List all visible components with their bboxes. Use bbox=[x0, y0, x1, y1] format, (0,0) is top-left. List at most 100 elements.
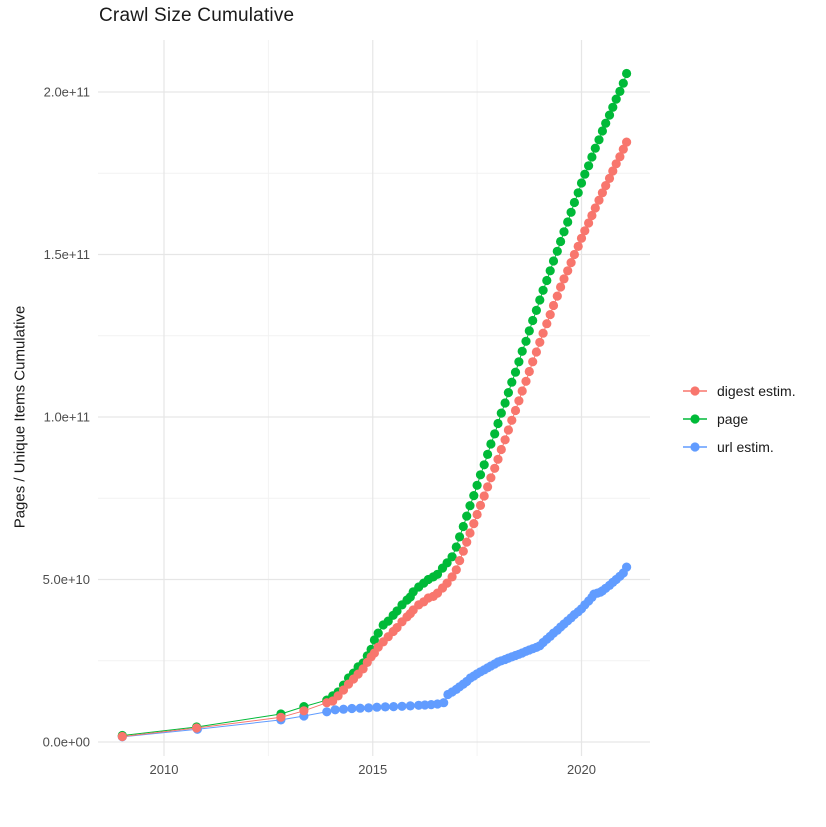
data-point bbox=[597, 188, 608, 198]
data-point bbox=[528, 315, 538, 326]
data-point bbox=[451, 542, 461, 552]
legend-label: page bbox=[717, 411, 749, 427]
data-point bbox=[580, 169, 590, 179]
y-tick-label: 1.5e+11 bbox=[44, 247, 90, 262]
data-point bbox=[517, 386, 527, 396]
data-point bbox=[364, 703, 374, 713]
data-point bbox=[563, 266, 573, 276]
data-point bbox=[469, 519, 479, 529]
data-point bbox=[611, 94, 621, 104]
chart-title: Crawl Size Cumulative bbox=[99, 5, 295, 26]
data-point bbox=[503, 425, 513, 435]
data-point bbox=[559, 274, 569, 284]
data-point bbox=[590, 203, 600, 213]
data-point bbox=[548, 256, 559, 266]
data-point bbox=[372, 702, 382, 712]
data-point bbox=[615, 152, 625, 162]
data-point bbox=[486, 473, 496, 483]
legend-label: digest estim. bbox=[717, 383, 796, 399]
data-point bbox=[576, 233, 587, 243]
data-point bbox=[462, 537, 472, 547]
data-point bbox=[538, 285, 548, 295]
data-point bbox=[594, 135, 604, 145]
y-tick-label: 0.0e+00 bbox=[43, 735, 90, 750]
x-tick-label: 2015 bbox=[358, 762, 387, 777]
legend-item-url-estim-: url estim. bbox=[682, 437, 796, 457]
data-point bbox=[528, 357, 538, 367]
data-point bbox=[524, 366, 534, 377]
data-point bbox=[392, 606, 402, 616]
data-point bbox=[517, 346, 527, 356]
data-point bbox=[510, 367, 521, 377]
data-point bbox=[490, 463, 500, 473]
legend-key-icon bbox=[683, 386, 707, 396]
data-point bbox=[622, 68, 632, 79]
data-point bbox=[465, 528, 475, 538]
data-point bbox=[594, 195, 604, 205]
data-point bbox=[587, 152, 597, 162]
data-point bbox=[535, 295, 545, 305]
x-tick-label: 2020 bbox=[567, 762, 596, 777]
data-point bbox=[573, 188, 583, 198]
data-point bbox=[608, 102, 618, 112]
data-point bbox=[500, 398, 510, 408]
data-point bbox=[524, 326, 534, 336]
data-point bbox=[373, 628, 383, 638]
data-point bbox=[618, 78, 628, 88]
data-point bbox=[601, 118, 611, 128]
data-point bbox=[510, 405, 521, 416]
data-point bbox=[542, 275, 552, 286]
data-point bbox=[472, 509, 482, 520]
data-point bbox=[552, 291, 562, 301]
data-point bbox=[538, 328, 548, 338]
legend-key-icon bbox=[683, 414, 707, 424]
data-point bbox=[338, 704, 349, 714]
data-point bbox=[299, 706, 309, 716]
data-point bbox=[380, 702, 390, 712]
data-point bbox=[548, 300, 559, 311]
data-point bbox=[496, 408, 506, 418]
data-point bbox=[442, 578, 452, 588]
data-point bbox=[563, 217, 573, 227]
data-point bbox=[447, 572, 457, 582]
data-point bbox=[355, 703, 365, 713]
y-tick-label: 5.0e+10 bbox=[43, 572, 90, 587]
legend-key-dot bbox=[690, 414, 700, 424]
data-point bbox=[369, 635, 379, 645]
data-point bbox=[442, 558, 452, 568]
data-point bbox=[531, 305, 542, 315]
data-point bbox=[545, 266, 555, 276]
data-point bbox=[479, 460, 489, 470]
y-tick-label: 2.0e+11 bbox=[44, 85, 90, 100]
legend-key-icon bbox=[683, 442, 707, 452]
data-point bbox=[521, 376, 531, 386]
data-point bbox=[584, 218, 594, 228]
data-point bbox=[192, 723, 202, 733]
data-point bbox=[475, 470, 486, 480]
data-point bbox=[493, 454, 503, 464]
data-point bbox=[397, 701, 407, 711]
data-point bbox=[521, 336, 531, 346]
data-point bbox=[483, 482, 493, 492]
data-point bbox=[347, 703, 357, 714]
data-point bbox=[322, 707, 332, 717]
data-point bbox=[276, 712, 286, 722]
data-point bbox=[503, 388, 513, 398]
data-point bbox=[358, 664, 368, 674]
legend-key-dot bbox=[690, 442, 700, 452]
data-point bbox=[507, 377, 517, 387]
data-point bbox=[117, 731, 127, 742]
data-point bbox=[405, 701, 415, 711]
legend-item-page: page bbox=[682, 409, 796, 429]
data-point bbox=[475, 500, 486, 510]
series-line-page bbox=[122, 73, 628, 736]
data-point bbox=[608, 166, 618, 176]
data-point bbox=[545, 310, 555, 320]
data-point bbox=[455, 556, 465, 566]
data-point bbox=[601, 181, 611, 191]
data-point bbox=[618, 144, 628, 154]
data-point bbox=[439, 698, 449, 708]
data-point bbox=[569, 197, 580, 208]
legend-item-digest-estim-: digest estim. bbox=[682, 381, 796, 401]
data-point bbox=[573, 241, 583, 251]
